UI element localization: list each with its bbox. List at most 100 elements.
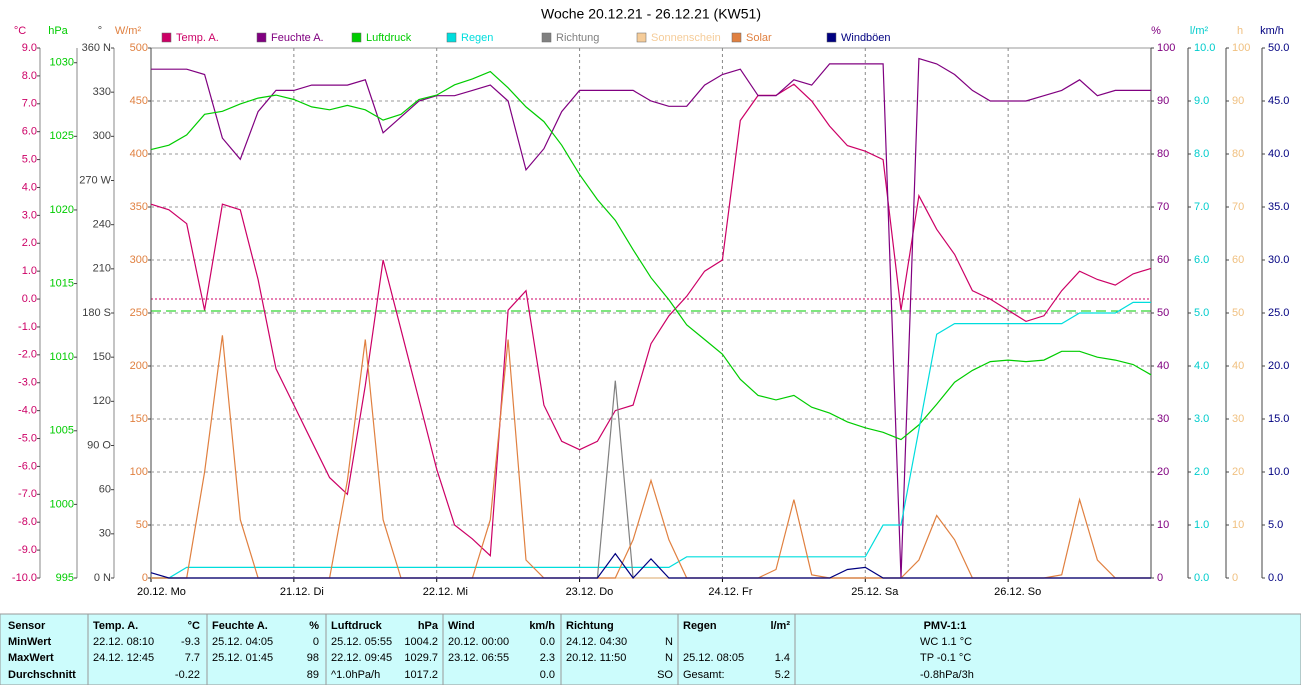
cell-value: 1.4 (775, 652, 790, 664)
group-header: Regen (683, 620, 717, 632)
group-unit: l/m² (770, 620, 790, 632)
pmv-header: PMV-1:1 (924, 620, 967, 632)
y-tick-label: 7.0 (1194, 201, 1209, 213)
cell-value: 1029.7 (404, 652, 438, 664)
y-tick-label: 1020 (50, 204, 74, 216)
y-tick-label: 90 (1232, 95, 1244, 107)
y-tick-label: 30.0 (1268, 254, 1289, 266)
y-tick-label: 70 (1157, 201, 1169, 213)
axis-unit: ° (98, 25, 102, 37)
y-tick-label: 120 (93, 395, 111, 407)
series-line (150, 552, 1151, 579)
pmv-cell: -0.8hPa/3h (920, 669, 974, 681)
y-tick-label: 20 (1232, 466, 1244, 478)
pmv-cell: TP -0.1 °C (920, 652, 971, 664)
cell-time: 25.12. 05:55 (331, 636, 392, 648)
legend-label: Temp. A. (176, 32, 219, 44)
y-tick-label: 80 (1232, 148, 1244, 160)
axis-unit: h (1237, 25, 1243, 37)
cell-time: Gesamt: (683, 669, 725, 681)
y-tick-label: 30 (1157, 413, 1169, 425)
y-tick-label: 500 (130, 42, 148, 54)
series-line (151, 57, 1151, 579)
y-tick-label: 0.0 (1268, 572, 1283, 584)
group-header: Wind (448, 620, 475, 632)
y-tick-label: 10 (1157, 519, 1169, 531)
y-tick-label: 60 (1232, 254, 1244, 266)
cell-value: 5.2 (775, 669, 790, 681)
group-unit: hPa (418, 620, 439, 632)
group-header: Luftdruck (331, 620, 383, 632)
y-tick-label: 1030 (50, 57, 74, 69)
cell-value: 2.3 (540, 652, 555, 664)
y-tick-label: -1.0 (18, 321, 37, 333)
cell-time: 22.12. 09:45 (331, 652, 392, 664)
y-tick-label: 40.0 (1268, 148, 1289, 160)
y-tick-label: 100 (1232, 42, 1250, 54)
y-tick-label: 60 (1157, 254, 1169, 266)
legend-swatch (541, 32, 552, 43)
cell-value: SO (657, 669, 673, 681)
y-tick-label: 8.0 (22, 70, 37, 82)
y-tick-label: 4.0 (22, 181, 37, 193)
y-tick-label: 80 (1157, 148, 1169, 160)
axis-unit: % (1151, 25, 1161, 37)
y-tick-label: 450 (130, 95, 148, 107)
y-tick-label: -4.0 (18, 405, 37, 417)
cell-time: 25.12. 04:05 (212, 636, 273, 648)
legend-label: Richtung (556, 32, 599, 44)
cell-value: 98 (307, 652, 319, 664)
cell-time: 24.12. 12:45 (93, 652, 154, 664)
legend-swatch (351, 32, 362, 43)
y-tick-label: 9.0 (1194, 95, 1209, 107)
y-tick-label: 5.0 (1268, 519, 1283, 531)
y-tick-label: 1010 (50, 351, 74, 363)
x-tick-label: 25.12. Sa (851, 586, 899, 598)
axis-unit: l/m² (1190, 25, 1209, 37)
y-tick-label: 995 (56, 572, 74, 584)
y-tick-label: 40 (1157, 360, 1169, 372)
stats-table-bg (0, 613, 1301, 685)
y-tick-label: 1025 (50, 130, 74, 142)
y-tick-label: 150 (93, 351, 111, 363)
y-tick-label: -9.0 (18, 544, 37, 556)
y-tick-label: 240 (93, 219, 111, 231)
row-label: Durchschnitt (8, 669, 76, 681)
legend-swatch (256, 32, 267, 43)
y-tick-label: 210 (93, 263, 111, 275)
y-tick-label: 0 (1232, 572, 1238, 584)
y-tick-label: 0 N (94, 572, 111, 584)
y-tick-label: 360 N (82, 42, 111, 54)
y-tick-label: -10.0 (12, 572, 37, 584)
cell-value: 0 (313, 636, 319, 648)
legend-swatch (636, 32, 647, 43)
pmv-cell: WC 1.1 °C (920, 636, 972, 648)
series-line (150, 70, 1152, 441)
y-tick-label: 5.0 (22, 153, 37, 165)
group-unit: °C (188, 620, 200, 632)
y-tick-label: 1.0 (1194, 519, 1209, 531)
x-tick-label: 26.12. So (994, 586, 1041, 598)
y-tick-label: 9.0 (22, 42, 37, 54)
y-tick-label: 40 (1232, 360, 1244, 372)
y-tick-label: 0.0 (1194, 572, 1209, 584)
legend-swatch (731, 32, 742, 43)
cell-value: -9.3 (181, 636, 200, 648)
y-tick-label: 90 (1157, 95, 1169, 107)
cell-value: 1004.2 (404, 636, 438, 648)
y-tick-label: 45.0 (1268, 95, 1289, 107)
legend-swatch (446, 32, 457, 43)
group-header: Feuchte A. (212, 620, 268, 632)
cell-time: 20.12. 11:50 (566, 652, 626, 664)
y-tick-label: 25.0 (1268, 307, 1289, 319)
y-tick-label: 90 O (87, 439, 111, 451)
y-tick-label: 1000 (50, 498, 74, 510)
cell-time: 23.12. 06:55 (448, 652, 509, 664)
y-tick-label: 30 (99, 528, 111, 540)
group-header: Temp. A. (93, 620, 138, 632)
y-tick-label: 3.0 (22, 209, 37, 221)
legend-label: Regen (461, 32, 493, 44)
y-tick-label: 50 (1232, 307, 1244, 319)
